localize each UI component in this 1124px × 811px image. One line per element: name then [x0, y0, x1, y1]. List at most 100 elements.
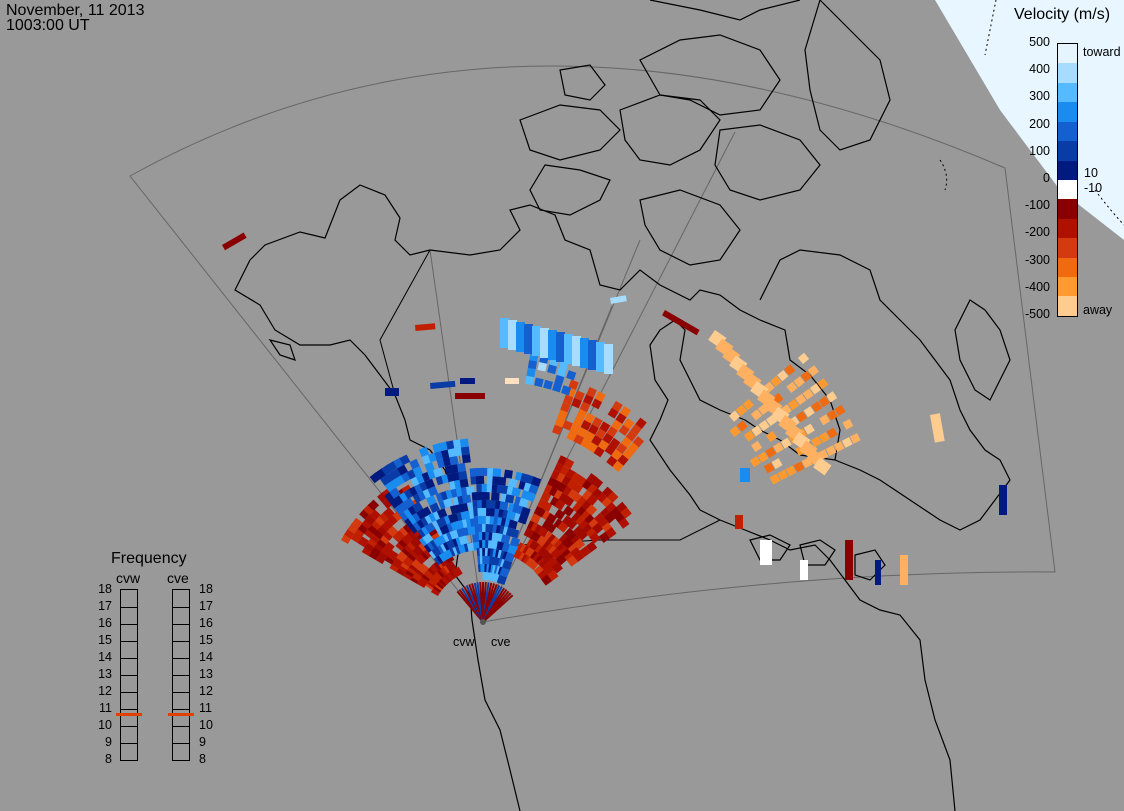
colorbar-segment [1058, 277, 1077, 297]
frequency-cvw-column [116, 589, 142, 761]
backscatter-cell [573, 434, 585, 445]
backscatter-cell [555, 554, 567, 566]
backscatter-cell [526, 367, 536, 378]
backscatter-cell [566, 555, 578, 567]
backscatter-cell [589, 532, 601, 544]
backscatter-cell [383, 507, 395, 519]
backscatter-cell [584, 431, 596, 442]
backscatter-cell [811, 401, 823, 413]
backscatter-cell [586, 541, 598, 553]
backscatter-cell [591, 435, 603, 447]
frequency-gridline [121, 624, 137, 625]
backscatter-cell [573, 416, 584, 427]
backscatter-cell [772, 442, 784, 454]
colorbar-segment [1058, 238, 1077, 258]
colorbar-segment [1058, 257, 1077, 278]
backscatter-cell [770, 375, 782, 388]
backscatter-cell [563, 458, 575, 470]
backscatter-cell [562, 420, 573, 431]
backscatter-cell [795, 393, 807, 405]
backscatter-cell [564, 334, 573, 364]
backscatter-cell [784, 364, 796, 376]
backscatter-cell [617, 454, 629, 466]
backscatter-cell [459, 478, 469, 488]
velocity-tick-label: -100 [1024, 198, 1050, 213]
backscatter-cell [760, 540, 772, 565]
velocity-tick-label: 100 [1029, 143, 1050, 158]
backscatter-cell [757, 451, 769, 463]
frequency-title: Frequency [111, 550, 187, 567]
field-of-view-outline [129, 65, 1056, 623]
colorbar-segment [1058, 160, 1077, 180]
backscatter-cell [825, 445, 837, 457]
backscatter-cell [807, 365, 820, 377]
velocity-tick-label: 400 [1029, 62, 1050, 77]
frequency-gridline [173, 743, 189, 744]
frequency-tick-right: 13 [199, 667, 213, 681]
backscatter-cell [605, 527, 617, 539]
backscatter-cell [557, 521, 569, 533]
backscatter-cell [506, 510, 516, 521]
backscatter-cell [573, 550, 585, 562]
backscatter-cell [777, 469, 789, 481]
backscatter-cell [580, 419, 592, 431]
backscatter-cell [813, 457, 832, 476]
backscatter-cell [552, 424, 563, 435]
backscatter-cell [455, 393, 485, 399]
backscatter-cell [511, 487, 521, 497]
backscatter-cell [750, 409, 763, 421]
backscatter-cell [598, 531, 611, 543]
backscatter-cell [618, 424, 630, 436]
backscatter-cell [554, 417, 566, 428]
backscatter-cell [611, 449, 623, 461]
backscatter-cell [571, 397, 582, 409]
backscatter-cell [451, 566, 463, 578]
backscatter-cell [554, 374, 565, 385]
frequency-tick-right: 17 [199, 599, 213, 613]
backscatter-cell [460, 378, 475, 384]
backscatter-cell [766, 430, 778, 443]
backscatter-cell [803, 423, 815, 435]
backscatter-cell [999, 485, 1007, 515]
backscatter-cell [456, 527, 467, 538]
frequency-gridline [173, 692, 189, 693]
backscatter-cell [845, 540, 853, 580]
backscatter-cell [415, 323, 436, 331]
backscatter-cell [545, 512, 557, 525]
backscatter-cell [619, 406, 631, 418]
backscatter-cell [222, 232, 247, 251]
backscatter-cell [420, 506, 432, 518]
backscatter-cell [758, 420, 770, 432]
backscatter-cell [397, 464, 408, 476]
frequency-marker [116, 713, 142, 717]
backscatter-cells [222, 232, 1007, 623]
backscatter-cell [569, 423, 581, 435]
backscatter-cell [568, 379, 579, 390]
frequency-tick-right: 8 [199, 752, 206, 766]
backscatter-cell [841, 437, 853, 448]
backscatter-cell [409, 458, 420, 470]
backscatter-cell [516, 322, 525, 352]
backscatter-cell [503, 469, 513, 479]
frequency-gridline [173, 607, 189, 608]
backscatter-cell [530, 476, 542, 487]
backscatter-cell [418, 446, 430, 457]
backscatter-cell [383, 541, 395, 553]
backscatter-cell [736, 420, 748, 432]
backscatter-cell [582, 394, 594, 405]
backscatter-cell [632, 436, 645, 448]
backscatter-cell [588, 340, 597, 370]
backscatter-cell [585, 504, 598, 516]
backscatter-cell [403, 497, 415, 509]
frequency-cve-label: cve [167, 570, 189, 586]
backscatter-cell [566, 430, 578, 442]
backscatter-cell [598, 439, 610, 451]
colorbar-segment [1058, 82, 1077, 103]
backscatter-cell [579, 401, 591, 413]
backscatter-cell [458, 470, 468, 480]
backscatter-cell [586, 494, 598, 506]
velocity-colorbar [1057, 43, 1078, 317]
backscatter-cell [507, 478, 518, 488]
